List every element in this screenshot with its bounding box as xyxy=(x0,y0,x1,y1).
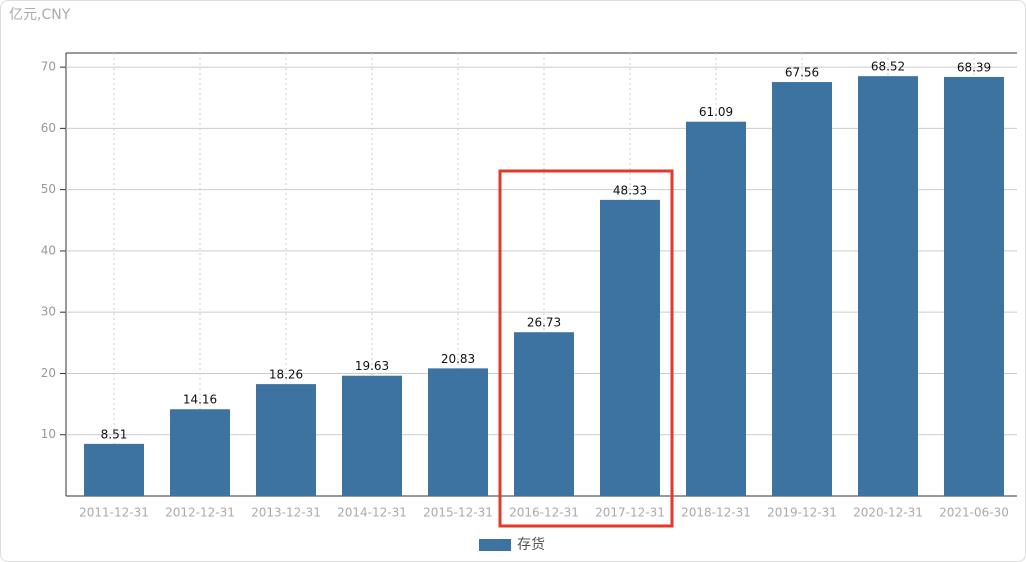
value-label: 68.39 xyxy=(957,60,991,74)
bar xyxy=(600,199,660,496)
y-tick-label: 20 xyxy=(41,366,56,380)
x-tick-label: 2012-12-31 xyxy=(165,506,235,520)
value-label: 20.83 xyxy=(441,352,475,366)
y-tick-label: 70 xyxy=(41,60,56,74)
unit-label: 亿元,CNY xyxy=(9,7,71,23)
value-label: 18.26 xyxy=(269,368,303,382)
value-label: 68.52 xyxy=(871,60,905,74)
value-label: 8.51 xyxy=(101,427,128,441)
highlight-box xyxy=(498,169,674,528)
bar xyxy=(944,76,1004,497)
x-tick-label: 2015-12-31 xyxy=(423,506,493,520)
x-tick-label: 2017-12-31 xyxy=(595,506,665,520)
value-label: 14.16 xyxy=(183,393,217,407)
bar xyxy=(858,76,918,496)
x-tick-label: 2018-12-31 xyxy=(681,506,751,520)
legend-label: 存货 xyxy=(517,536,545,553)
legend-swatch xyxy=(479,539,511,551)
bar xyxy=(170,409,230,496)
bar xyxy=(686,121,746,496)
value-label: 67.56 xyxy=(785,66,819,80)
x-tick-label: 2021-06-30 xyxy=(939,506,1009,520)
x-tick-label: 2011-12-31 xyxy=(79,506,149,520)
bar xyxy=(428,368,488,496)
y-tick-label: 30 xyxy=(41,305,56,319)
value-label: 26.73 xyxy=(527,316,561,330)
bar xyxy=(772,82,832,496)
x-tick-label: 2014-12-31 xyxy=(337,506,407,520)
x-tick-label: 2016-12-31 xyxy=(509,506,579,520)
y-tick-label: 60 xyxy=(41,121,56,135)
y-tick-label: 40 xyxy=(41,243,56,257)
bar xyxy=(342,375,402,496)
x-tick-label: 2019-12-31 xyxy=(767,506,837,520)
y-tick-label: 50 xyxy=(41,182,56,196)
value-label: 61.09 xyxy=(699,105,733,119)
value-label: 19.63 xyxy=(355,359,389,373)
x-tick-label: 2020-12-31 xyxy=(853,506,923,520)
bar xyxy=(514,332,574,496)
x-tick-label: 2013-12-31 xyxy=(251,506,321,520)
bar xyxy=(256,384,316,496)
y-tick-label: 10 xyxy=(41,427,56,441)
value-label: 48.33 xyxy=(613,183,647,197)
bar xyxy=(84,443,144,496)
